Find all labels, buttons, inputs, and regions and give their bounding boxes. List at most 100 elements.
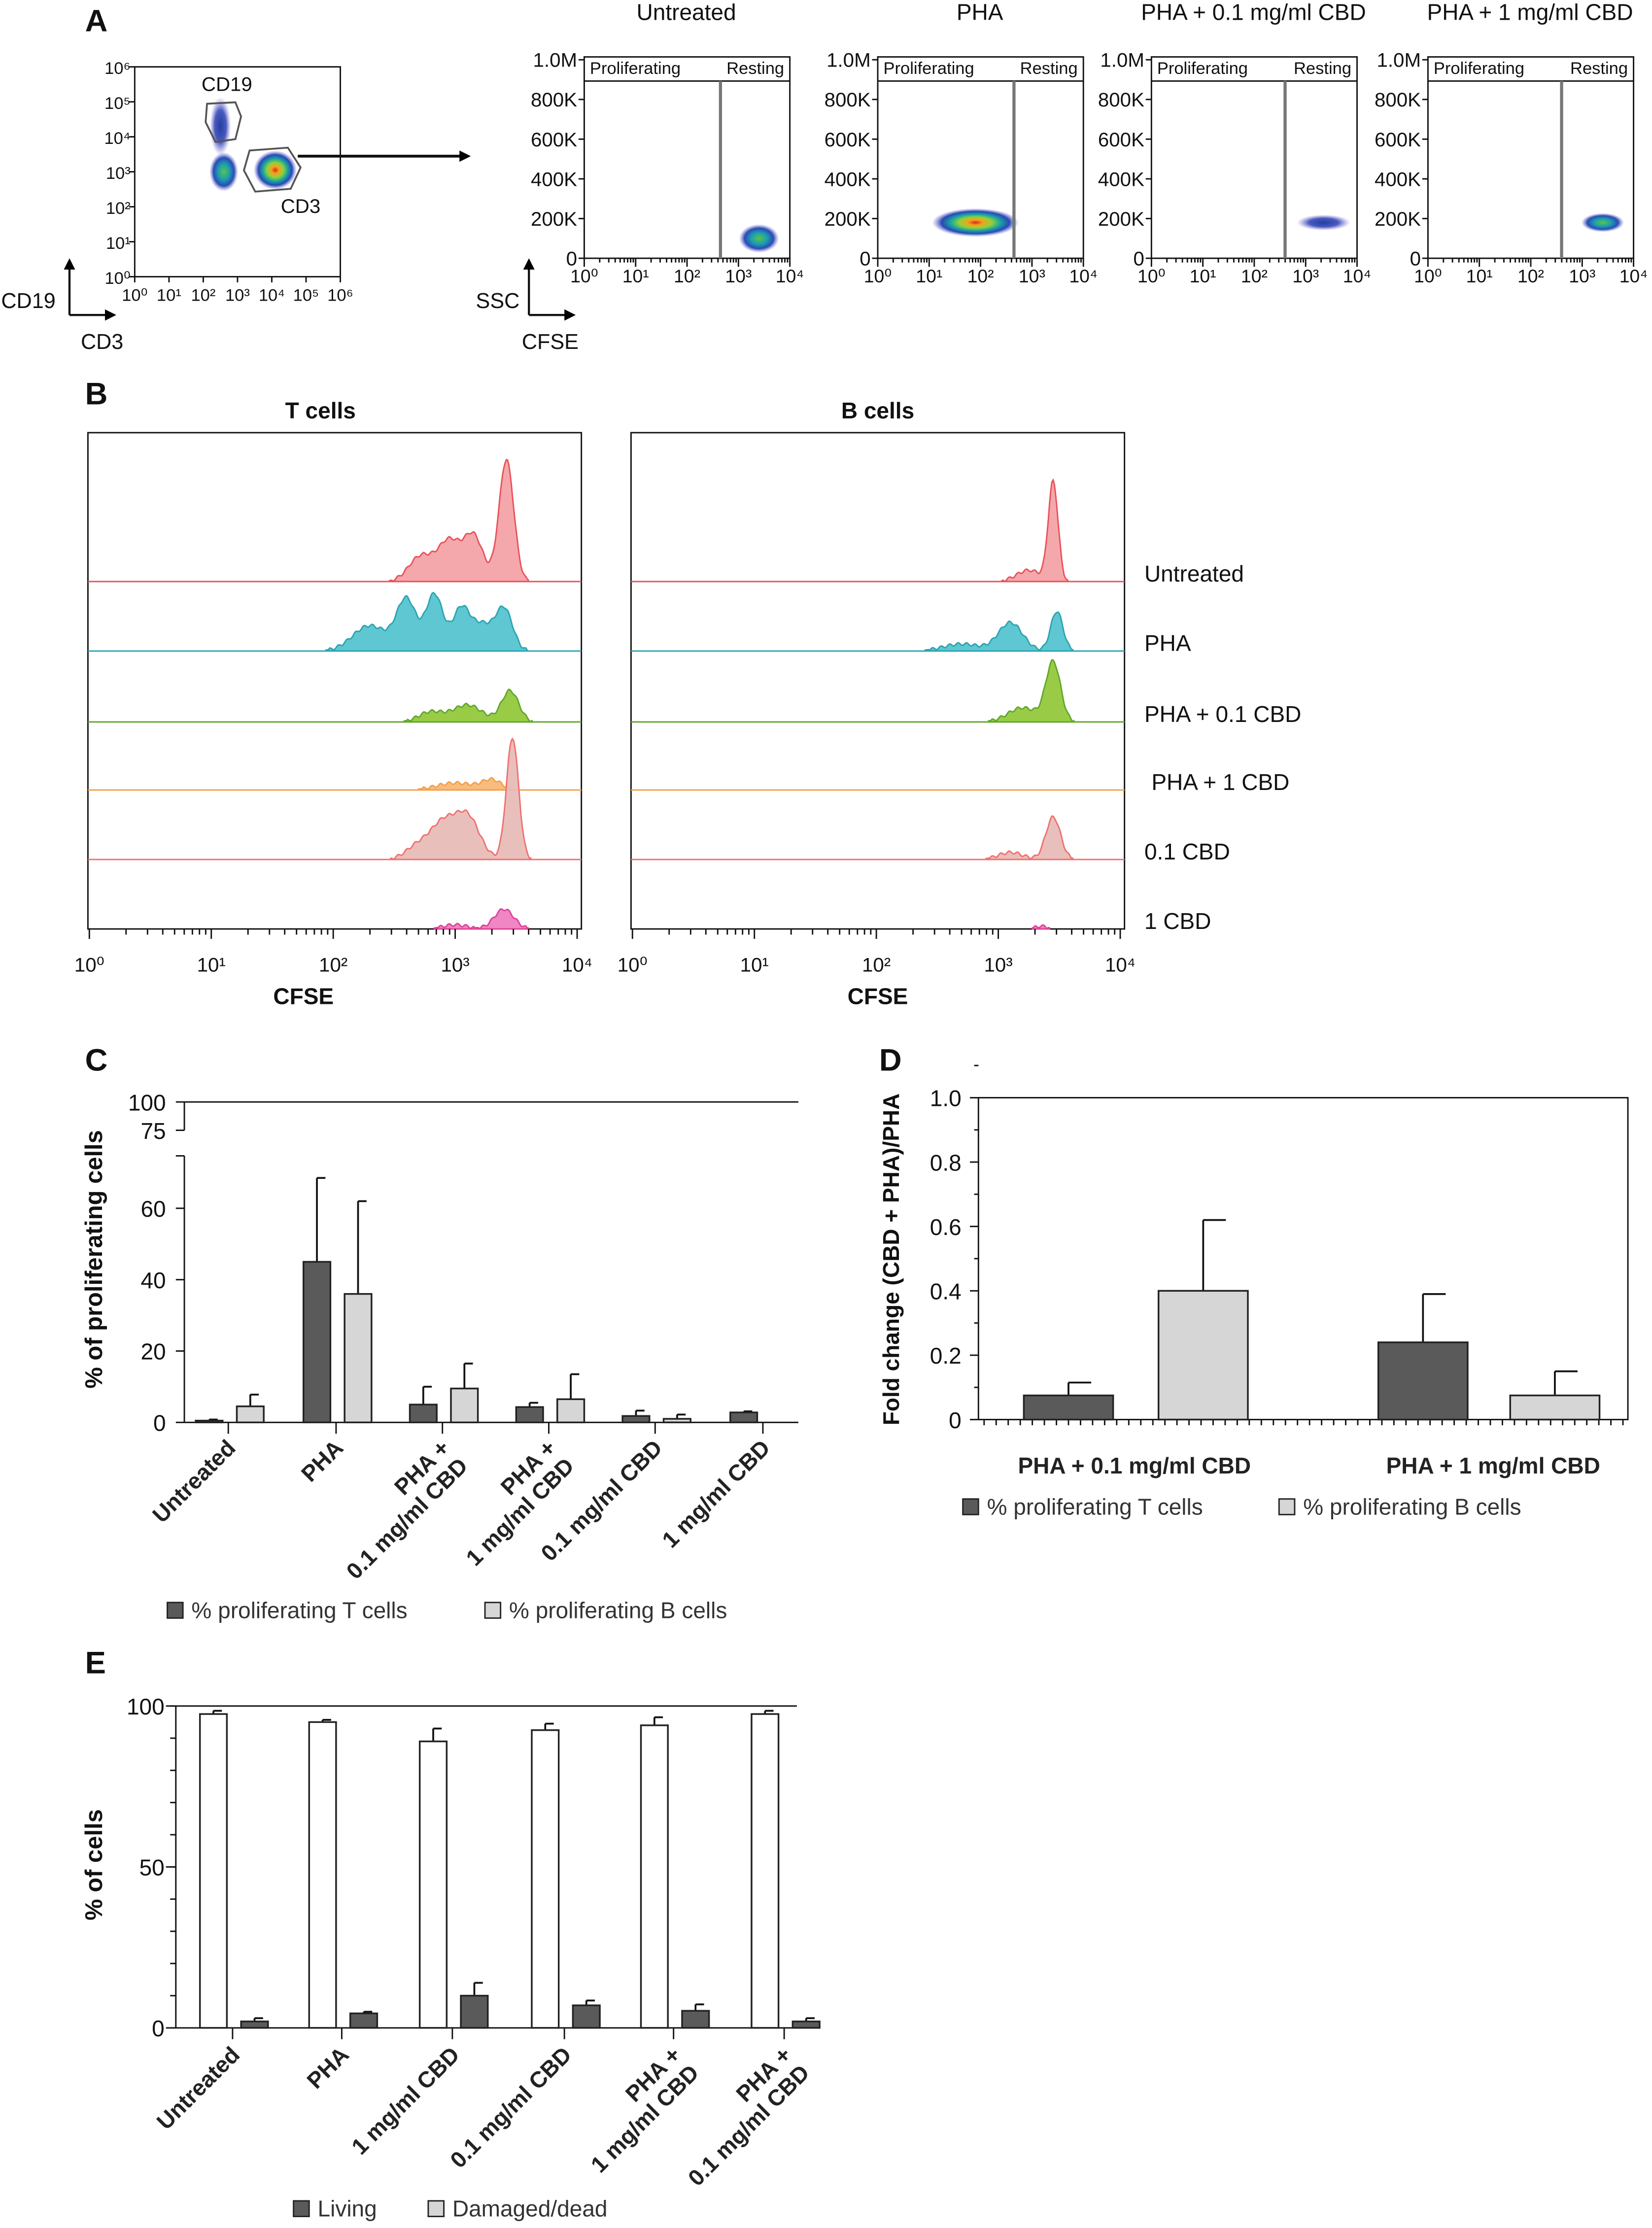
x-tick-label: 10³ xyxy=(1292,266,1319,286)
x-tick-label: 10⁰ xyxy=(74,954,104,976)
y-tick-label: 800K xyxy=(1375,89,1421,111)
bar--proliferating-b-cells xyxy=(1509,1394,1601,1421)
y-tick-label: 0 xyxy=(1134,247,1144,270)
plot-title: Untreated xyxy=(637,0,736,25)
x-tick-label: 10¹ xyxy=(916,266,942,286)
bar--proliferating-t-cells xyxy=(1023,1394,1114,1421)
x-tick-label: 10¹ xyxy=(740,954,769,976)
cfse-scatter-plot: PHA + 1 mg/ml CBD Proliferating Resting 0 20… xyxy=(1375,0,1648,286)
panel-d-bar-chart: 0 0.2 0.4 0.6 0.8 1.0 PHA + 0.1 mg/ml CBD PHA +… xyxy=(878,1064,1629,1519)
y-tick-label: 0.6 xyxy=(930,1214,962,1240)
plot-frame xyxy=(977,1097,1629,1420)
bar-living xyxy=(531,1729,560,2029)
bar-damaged-dead xyxy=(572,2004,601,2029)
y-axis-label: % of proliferating cells xyxy=(81,1130,107,1388)
histogram-row-label: PHA + 0.1 CBD xyxy=(1144,701,1301,727)
gate-label-cd3: CD3 xyxy=(281,195,321,217)
x-tick-label: 10⁰ xyxy=(864,266,892,286)
cd19-gate xyxy=(205,101,242,143)
x-tick-label: 10³ xyxy=(725,266,752,286)
y-tick-label: 10³ xyxy=(106,164,131,183)
category-label: 1 mg/ml CBD xyxy=(657,1435,775,1552)
y-tick-label: 50 xyxy=(139,1855,165,1881)
bar-damaged-dead xyxy=(792,2021,821,2029)
y-tick-label: 10² xyxy=(106,199,131,218)
category-label: PHA xyxy=(296,1435,348,1486)
category-label: PHA xyxy=(302,2042,353,2093)
y-tick-label: 10⁰ xyxy=(104,269,130,288)
x-tick-label: 10⁰ xyxy=(618,954,648,976)
category-label-line: 1 mg/ml CBD xyxy=(346,2042,464,2159)
histogram-row-label: PHA xyxy=(1144,630,1191,656)
bar--proliferating-t-cells xyxy=(1377,1341,1469,1421)
y-tick-label: 0 xyxy=(152,2016,165,2041)
histogram-0-1-cbd xyxy=(389,737,532,860)
x-tick-label: 10² xyxy=(1241,266,1268,286)
x-tick-label: 10⁰ xyxy=(122,286,147,305)
legend-swatch xyxy=(293,2200,310,2218)
legend-label: % proliferating T cells xyxy=(191,1597,407,1623)
y-tick-label: 40 xyxy=(140,1268,166,1293)
x-tick-label: 10³ xyxy=(984,954,1012,976)
legend-swatch xyxy=(962,1498,979,1515)
x-tick-label: 10⁴ xyxy=(1105,954,1136,976)
y-tick-label: 200K xyxy=(1098,208,1144,230)
region-label-proliferating: Proliferating xyxy=(1434,59,1524,78)
y-tick-label: 600K xyxy=(825,129,871,151)
plot-title: PHA + 1 mg/ml CBD xyxy=(1427,0,1633,25)
category-label: 1 mg/ml CBD xyxy=(346,2042,464,2159)
x-tick-label: 10¹ xyxy=(197,954,226,976)
category-label-line: PHA xyxy=(302,2042,353,2093)
histogram-pha-0-1-cbd xyxy=(988,659,1075,723)
bar--proliferating-t-cells xyxy=(195,1419,224,1424)
x-tick-label: 10¹ xyxy=(1466,266,1493,286)
histogram-row-label: 0.1 CBD xyxy=(1144,839,1230,864)
legend-label: Living xyxy=(318,2196,377,2222)
y-tick-label: 60 xyxy=(140,1196,166,1222)
legend-swatch xyxy=(427,2200,445,2218)
cell-population xyxy=(1581,213,1624,232)
x-tick-label: 10² xyxy=(862,954,891,976)
region-label-resting: Resting xyxy=(1570,59,1628,78)
bar--proliferating-t-cells xyxy=(409,1404,438,1424)
x-tick-label: 10² xyxy=(319,954,347,976)
x-tick-label: 10¹ xyxy=(157,286,181,305)
bar--proliferating-b-cells xyxy=(236,1405,265,1424)
y-tick-label: 0 xyxy=(1410,247,1421,270)
y-tick-label: 1.0M xyxy=(826,49,871,71)
x-tick-label: 10² xyxy=(674,266,700,286)
bar-living xyxy=(751,1713,780,2029)
panel-label-b: B xyxy=(85,377,108,411)
y-tick-label: 100 xyxy=(128,1090,166,1115)
y-tick-label: 10⁴ xyxy=(104,129,130,148)
category-label: PHA +1 mg/ml CBD xyxy=(585,2042,703,2178)
cell-population xyxy=(739,224,779,253)
y-tick-label: 0 xyxy=(566,247,577,270)
bar-damaged-dead xyxy=(681,2010,710,2029)
y-axis-label: % of cells xyxy=(81,1809,107,1920)
y-tick-label: 1.0M xyxy=(1377,49,1421,71)
t-cells-histogram: T cells 10⁰ 10¹ 10² 10³ 10⁴ CFSE xyxy=(74,398,592,1009)
panel-label-e: E xyxy=(85,1646,106,1680)
panel-label-a: A xyxy=(85,4,108,38)
x-tick-label: 10⁴ xyxy=(1069,266,1098,286)
cell-population-2 xyxy=(253,150,297,190)
category-label-line: Untreated xyxy=(152,2042,245,2135)
y-tick-label: 10¹ xyxy=(106,234,131,253)
b-cells-histogram: B cells 10⁰ 10¹ 10² 10³ 10⁴ CFSE xyxy=(618,398,1136,1009)
x-tick-label: 10³ xyxy=(441,954,469,976)
histogram-row-label: 1 CBD xyxy=(1144,908,1211,934)
cfse-scatter-plot: Untreated Proliferating Resting 0 200K 400K 60… xyxy=(531,0,804,286)
y-tick-label: 400K xyxy=(1098,168,1144,190)
bar--proliferating-t-cells xyxy=(303,1261,332,1424)
histogram-pha-0-1-cbd xyxy=(403,688,533,723)
x-tick-label: 10⁴ xyxy=(1343,266,1372,286)
panel-c-bar-chart: 0 20 40 60 75 100 % of proliferating cells Untr… xyxy=(81,1090,798,1623)
histogram-1-cbd xyxy=(1032,924,1050,930)
y-tick-label: 600K xyxy=(1098,129,1144,151)
y-tick-label: 400K xyxy=(825,168,871,190)
y-tick-label: 0.4 xyxy=(930,1279,962,1304)
